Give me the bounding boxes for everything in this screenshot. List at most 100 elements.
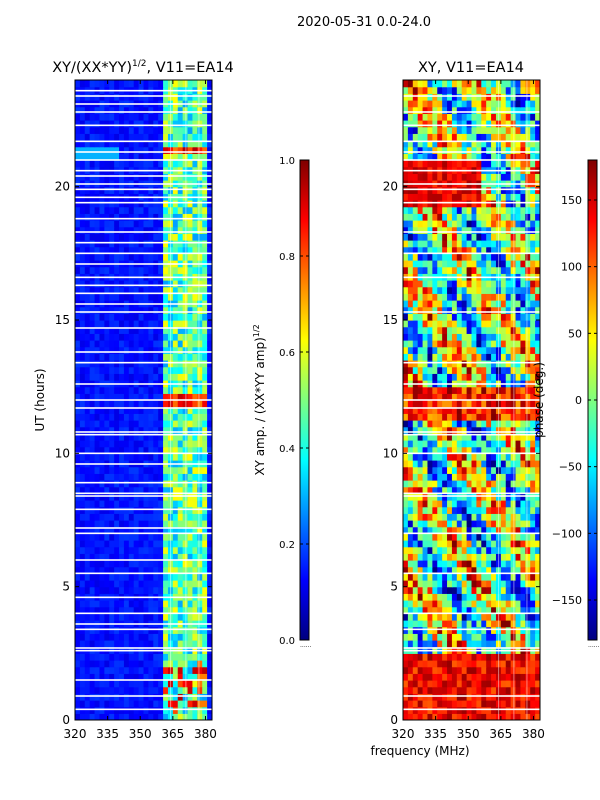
heatmap-cell — [520, 453, 526, 461]
heatmap-cell — [75, 486, 81, 494]
heatmap-cell — [109, 700, 115, 708]
heatmap-cell — [461, 253, 468, 261]
gap-line — [75, 452, 212, 455]
heatmap-cell — [133, 633, 140, 641]
heatmap-cell — [192, 120, 198, 128]
gap-line — [75, 311, 212, 313]
heatmap-cell — [79, 700, 86, 708]
heatmap-cell — [172, 226, 179, 234]
heatmap-cell — [447, 333, 453, 341]
heatmap-cell — [520, 560, 526, 568]
heatmap-cell — [510, 433, 517, 441]
heatmap-cell — [510, 620, 517, 628]
heatmap-cell — [456, 306, 463, 314]
heatmap-cell — [202, 626, 208, 634]
heatmap-cell — [172, 140, 179, 148]
heatmap-cell — [104, 420, 110, 428]
heatmap-cell — [520, 493, 526, 501]
heatmap-cell — [158, 206, 164, 214]
heatmap-cell — [79, 573, 86, 581]
heatmap-cell — [182, 286, 189, 294]
heatmap-cell — [535, 393, 540, 401]
heatmap-cell — [471, 653, 477, 661]
heatmap-cell — [177, 526, 184, 534]
heatmap-cell — [471, 193, 477, 201]
heatmap-cell — [437, 613, 443, 621]
heatmap-cell — [505, 400, 512, 408]
heatmap-cell — [104, 173, 110, 181]
heatmap-cell — [143, 480, 149, 488]
heatmap-cell — [75, 473, 81, 481]
heatmap-cell — [442, 566, 448, 574]
heatmap-cell — [417, 566, 424, 574]
heatmap-cell — [143, 433, 149, 441]
heatmap-cell — [172, 560, 179, 568]
heatmap-cell — [476, 200, 482, 208]
heatmap-cell — [417, 440, 424, 448]
heatmap-cell — [143, 320, 149, 328]
heatmap-cell — [84, 520, 91, 528]
heatmap-cell — [476, 373, 482, 381]
heatmap-cell — [207, 400, 212, 408]
heatmap-cell — [192, 313, 198, 321]
heatmap-cell — [128, 133, 135, 141]
heatmap-cell — [525, 253, 531, 261]
heatmap-cell — [202, 400, 208, 408]
heatmap-cell — [442, 406, 448, 414]
heatmap-cell — [128, 340, 135, 348]
heatmap-cell — [500, 486, 507, 494]
heatmap-cell — [94, 366, 101, 374]
heatmap-cell — [500, 200, 507, 208]
heatmap-cell — [153, 346, 159, 354]
heatmap-cell — [75, 480, 81, 488]
heatmap-cell — [403, 226, 409, 234]
heatmap-cell — [158, 173, 164, 181]
heatmap-cell — [525, 420, 531, 428]
heatmap-cell — [158, 673, 164, 681]
heatmap-cell — [486, 520, 492, 528]
heatmap-cell — [109, 253, 115, 261]
heatmap-cell — [84, 393, 91, 401]
heatmap-cell — [119, 353, 125, 361]
heatmap-cell — [109, 553, 115, 561]
heatmap-cell — [530, 413, 536, 421]
heatmap-cell — [192, 220, 198, 228]
heatmap-cell — [99, 680, 105, 688]
heatmap-cell — [500, 586, 507, 594]
heatmap-cell — [79, 473, 86, 481]
heatmap-cell — [202, 513, 208, 521]
heatmap-cell — [163, 440, 169, 448]
heatmap-cell — [466, 440, 473, 448]
heatmap-cell — [476, 493, 482, 501]
heatmap-cell — [422, 186, 429, 194]
heatmap-cell — [403, 666, 409, 674]
heatmap-cell — [158, 453, 164, 461]
heatmap-cell — [525, 606, 531, 614]
heatmap-cell — [75, 666, 81, 674]
heatmap-cell — [500, 653, 507, 661]
heatmap-cell — [182, 700, 189, 708]
heatmap-cell — [427, 713, 433, 720]
heatmap-cell — [192, 293, 198, 301]
heatmap-cell — [99, 713, 105, 720]
heatmap-cell — [79, 280, 86, 288]
heatmap-cell — [451, 526, 458, 534]
heatmap-cell — [535, 713, 540, 720]
heatmap-cell — [456, 600, 463, 608]
heatmap-cell — [89, 80, 96, 88]
heatmap-cell — [437, 500, 443, 508]
heatmap-cell — [407, 293, 414, 301]
heatmap-cell — [187, 360, 194, 368]
heatmap-cell — [461, 206, 468, 214]
heatmap-cell — [525, 320, 531, 328]
heatmap-cell — [451, 573, 458, 581]
heatmap-cell — [128, 700, 135, 708]
heatmap-cell — [104, 453, 110, 461]
heatmap-cell — [148, 560, 154, 568]
heatmap-cell — [417, 680, 424, 688]
heatmap-cell — [471, 300, 477, 308]
heatmap-cell — [456, 680, 463, 688]
heatmap-cell — [84, 360, 91, 368]
heatmap-cell — [84, 340, 91, 348]
gap-line — [75, 361, 212, 364]
